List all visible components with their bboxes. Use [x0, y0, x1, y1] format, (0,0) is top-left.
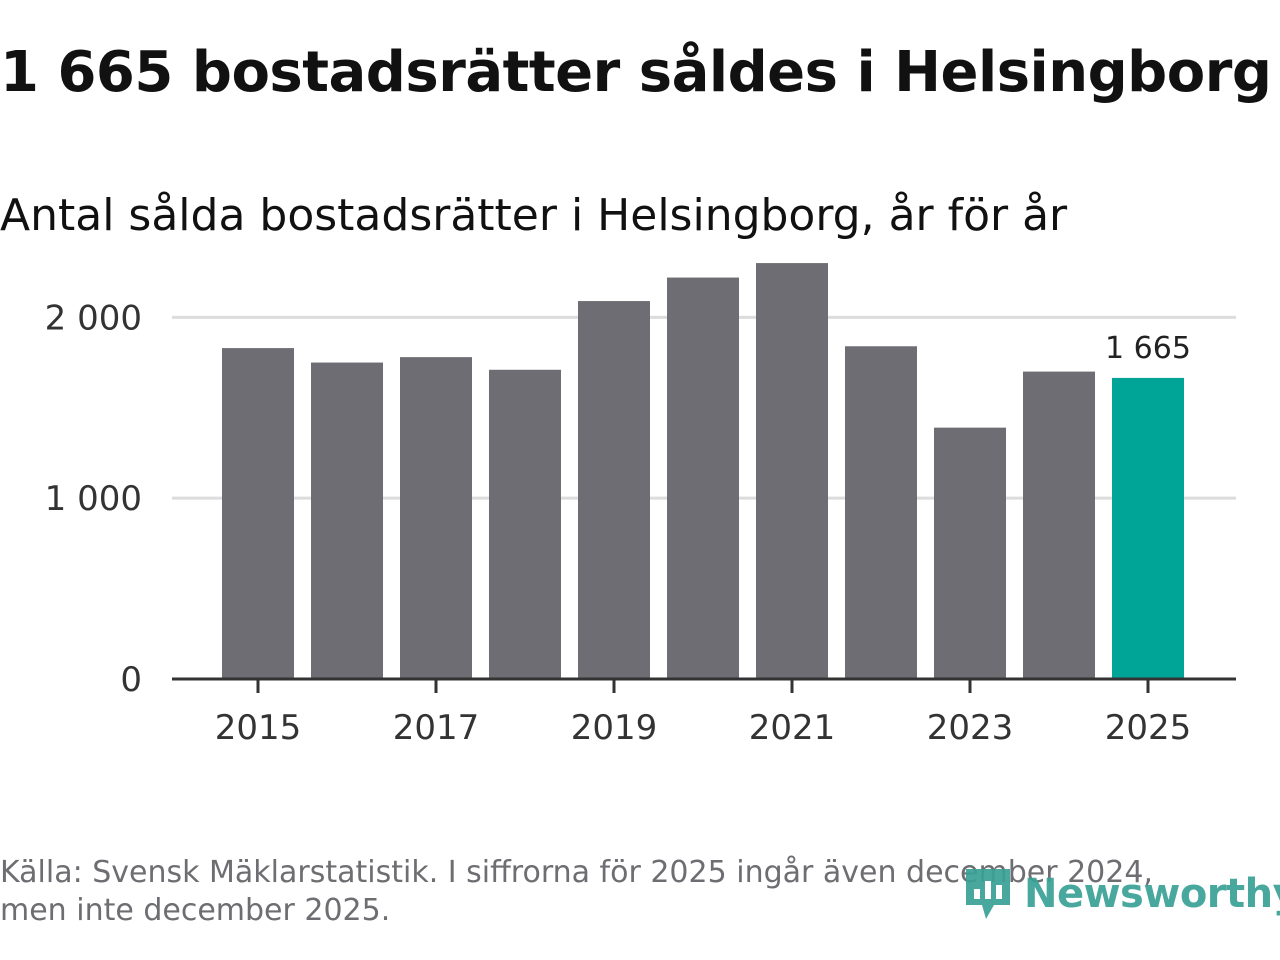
y-tick-label: 0: [120, 660, 142, 700]
data-label-2025: 1 665: [1105, 331, 1191, 366]
x-tick-label: 2017: [393, 708, 480, 748]
bar-2020: [667, 277, 739, 679]
x-tick-label: 2021: [749, 708, 836, 748]
bar-2018: [489, 369, 561, 679]
source-footnote: Källa: Svensk Mäklarstatistik. I siffror…: [0, 855, 1153, 928]
y-tick-label: 1 000: [45, 479, 142, 519]
y-tick-label: 2 000: [45, 298, 142, 338]
bar-2025: [1112, 377, 1184, 679]
brand-name: Newsworthy: [1024, 871, 1280, 917]
bar-layer: [222, 263, 1184, 679]
bar-2017: [400, 357, 472, 679]
bar-2016: [311, 362, 383, 679]
label-layer: 0 1 000 2 000 2015 2017 2019 2021 2023 2025 1 665: [45, 298, 1192, 748]
bar-2022: [845, 346, 917, 679]
bar-2024: [1023, 371, 1095, 679]
chart-subtitle: Antal sålda bostadsrätter i Helsingborg,…: [0, 190, 1068, 241]
bar-2015: [222, 348, 294, 679]
bar-2019: [578, 301, 650, 679]
axis-layer: [172, 677, 1236, 693]
x-tick-label: 2023: [927, 708, 1014, 748]
x-tick-label: 2019: [571, 708, 658, 748]
newsworthy-brand: Newsworthy: [962, 862, 1280, 926]
x-tick-label: 2015: [215, 708, 302, 748]
x-tick-label: 2025: [1105, 708, 1192, 748]
newsworthy-logo-icon: [966, 869, 1010, 919]
chart-title: 1 665 bostadsrätter såldes i Helsingborg: [0, 40, 1272, 105]
bar-2021: [756, 263, 828, 679]
bar-2023: [934, 427, 1006, 679]
